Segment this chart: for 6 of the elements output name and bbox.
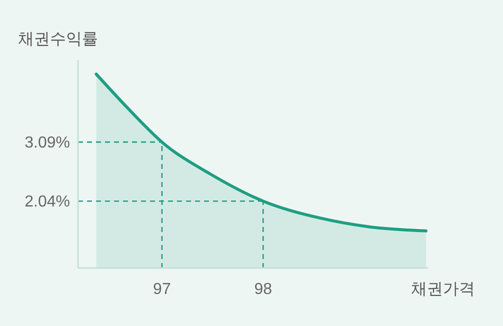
x-axis-title: 채권가격	[411, 281, 475, 298]
x-tick-label: 97	[153, 281, 171, 298]
x-tick-label: 98	[254, 281, 272, 298]
y-tick-label: 2.04%	[24, 194, 70, 211]
y-axis-title: 채권수익률	[18, 31, 98, 48]
y-tick-label: 3.09%	[24, 134, 70, 152]
